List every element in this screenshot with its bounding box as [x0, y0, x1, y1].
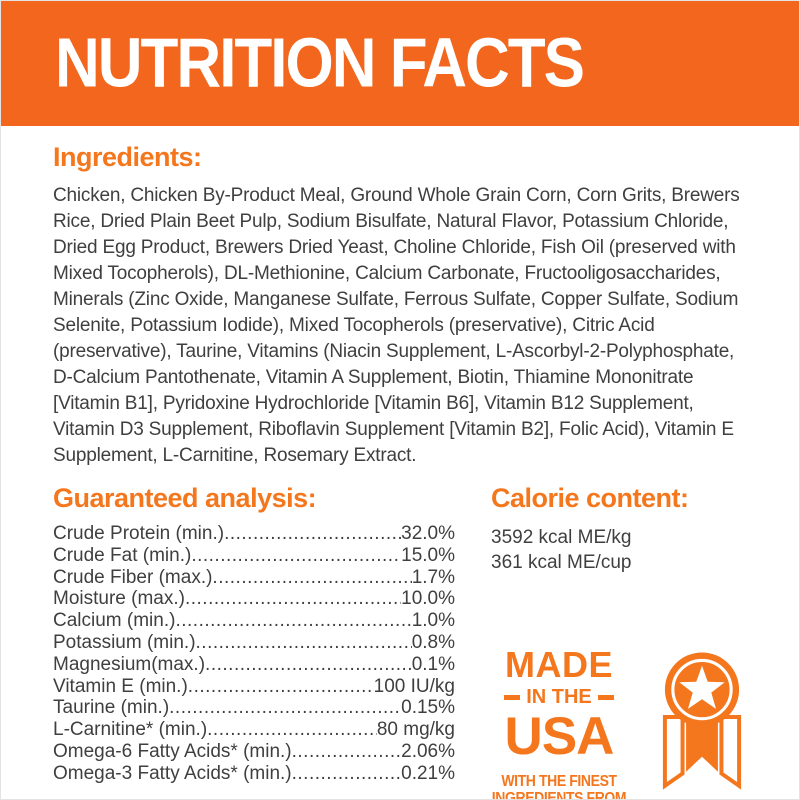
- dotted-leader: [207, 719, 377, 741]
- analysis-row-value: 0.15%: [401, 697, 455, 719]
- analysis-row-label: Crude Protein (min.): [53, 523, 225, 544]
- analysis-row-value: 0.1%: [411, 653, 455, 675]
- analysis-row-value: 0.8%: [411, 631, 455, 653]
- two-column-area: Guaranteed analysis: Crude Protein (min.…: [53, 483, 757, 800]
- analysis-row-label: Omega-3 Fatty Acids* (min.): [53, 762, 292, 784]
- analysis-row: Crude Fat (min.) 15.0%: [53, 545, 455, 567]
- analysis-row: Magnesium(max.) 0.1%: [53, 654, 455, 676]
- analysis-row-value: 0.21%: [401, 762, 455, 784]
- badge-tagline-2: INGREDIENTS FROM: [491, 787, 627, 800]
- calorie-content-section: Calorie content: 3592 kcal ME/kg 361 kca…: [491, 483, 757, 575]
- analysis-row-label: Calcium (min.): [53, 610, 176, 632]
- analysis-row: Vitamin E (min.) 100 IU/kg: [53, 676, 455, 698]
- left-dash: [504, 694, 521, 700]
- guaranteed-analysis-heading: Guaranteed analysis:: [53, 483, 317, 513]
- analysis-row: Omega-6 Fatty Acids* (min.) 2.06%: [53, 741, 455, 763]
- analysis-table: Crude Protein (min.)32.0%Crude Fat (min.…: [53, 523, 455, 785]
- ingredients-paragraph: Chicken, Chicken By-Product Meal, Ground…: [53, 185, 740, 466]
- page-title: NUTRITION FACTS: [55, 24, 585, 103]
- badge-tagline-1: WITH THE FINEST: [501, 770, 617, 790]
- calorie-kcal-per-kg: 3592 kcal ME/kg: [491, 527, 632, 548]
- dotted-leader: [185, 588, 401, 610]
- analysis-row-value: 2.06%: [401, 740, 455, 762]
- made-in-usa-badge: MADE IN THE USA WITH THE FINEST INGREDIE…: [491, 647, 757, 800]
- analysis-row-label: Moisture (max.): [53, 588, 185, 610]
- dotted-leader: [292, 741, 402, 763]
- analysis-row-value: 10.0%: [401, 588, 455, 610]
- analysis-row-value: 32.0%: [401, 523, 455, 544]
- dotted-leader: [224, 523, 401, 545]
- badge-in-the-text: IN THE: [526, 686, 592, 708]
- calorie-content-heading: Calorie content:: [491, 483, 689, 513]
- label-content: Ingredients: Chicken, Chicken By-Product…: [1, 126, 799, 800]
- right-column: Calorie content: 3592 kcal ME/kg 361 kca…: [468, 483, 757, 800]
- analysis-row-value: 1.7%: [411, 566, 455, 588]
- analysis-row-value: 80 mg/kg: [376, 719, 455, 741]
- analysis-row-label: Crude Fat (min.): [53, 544, 192, 566]
- right-dash: [597, 694, 614, 700]
- analysis-row: Moisture (max.) 10.0%: [53, 588, 455, 610]
- analysis-row-label: Omega-6 Fatty Acids* (min.): [53, 740, 292, 762]
- award-ribbon-icon: [662, 652, 742, 790]
- dotted-leader: [191, 545, 401, 567]
- badge-in-the-line: IN THE: [491, 687, 627, 707]
- analysis-row: Crude Fiber (max.) 1.7%: [53, 567, 455, 589]
- header-band: NUTRITION FACTS: [1, 1, 799, 126]
- analysis-row: Calcium (min.) 1.0%: [53, 610, 455, 632]
- analysis-row: Potassium (min.) 0.8%: [53, 632, 455, 654]
- analysis-row: L-Carnitine* (min.) 80 mg/kg: [53, 719, 455, 741]
- badge-usa-line: USA: [504, 707, 615, 766]
- analysis-row-label: Vitamin E (min.): [53, 675, 188, 697]
- ingredients-heading: Ingredients:: [53, 142, 202, 172]
- analysis-row: Crude Protein (min.) 32.0%: [53, 523, 455, 545]
- dotted-leader: [196, 632, 412, 654]
- ingredients-section: Ingredients: Chicken, Chicken By-Product…: [53, 142, 757, 469]
- analysis-row-label: Magnesium(max.): [53, 653, 206, 675]
- dotted-leader: [205, 654, 412, 676]
- dotted-leader: [169, 697, 401, 719]
- analysis-row-label: L-Carnitine* (min.): [53, 719, 208, 741]
- analysis-row-value: 1.0%: [411, 610, 455, 632]
- analysis-row-label: Crude Fiber (max.): [53, 566, 213, 588]
- analysis-row-value: 100 IU/kg: [373, 675, 455, 697]
- dotted-leader: [212, 567, 411, 589]
- star-icon: [679, 665, 725, 709]
- analysis-row: Taurine (min.) 0.15%: [53, 697, 455, 719]
- made-in-usa-text: MADE IN THE USA WITH THE FINEST INGREDIE…: [491, 647, 627, 800]
- analysis-row-label: Potassium (min.): [53, 631, 196, 653]
- analysis-row-value: 15.0%: [401, 544, 455, 566]
- guaranteed-analysis-section: Guaranteed analysis: Crude Protein (min.…: [53, 483, 468, 799]
- dotted-leader: [292, 763, 402, 785]
- analysis-row-label: Taurine (min.): [53, 697, 170, 719]
- badge-made-line: MADE: [505, 644, 613, 685]
- analysis-row: Omega-3 Fatty Acids* (min.) 0.21%: [53, 763, 455, 785]
- calorie-kcal-per-cup: 361 kcal ME/cup: [491, 552, 632, 573]
- dotted-leader: [188, 676, 374, 698]
- dotted-leader: [175, 610, 411, 632]
